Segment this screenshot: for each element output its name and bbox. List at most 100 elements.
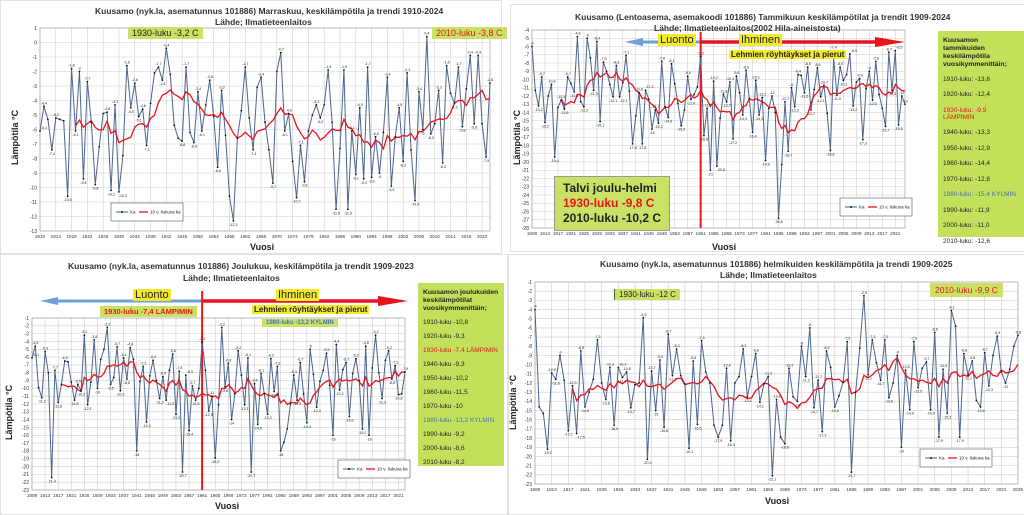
data-point (693, 93, 696, 96)
data-label: -16,6 (610, 427, 618, 431)
data-label: -16,4 (748, 134, 756, 138)
data-point (217, 403, 220, 406)
data-point (542, 412, 545, 415)
data-point (414, 199, 416, 202)
data-label: -7,7 (52, 365, 58, 369)
data-point (132, 358, 135, 361)
data-point (119, 389, 122, 392)
data-label: -7,4 (831, 45, 837, 49)
data-label: -6,1 (349, 126, 355, 130)
data-label: -20,5 (717, 168, 725, 172)
data-point (358, 106, 361, 109)
data-label: -10,3 (116, 393, 124, 397)
x-tick-label: 2006 (414, 234, 425, 239)
data-point (871, 338, 874, 341)
decade-item: 1970-luku: -12,8 (943, 175, 990, 183)
data-label: -18 (278, 453, 283, 457)
y-tick-label: -17 (522, 135, 529, 141)
data-point (596, 338, 599, 341)
chart3-human-label: Ihminen (276, 289, 320, 301)
data-point (904, 369, 907, 372)
data-point (741, 114, 744, 116)
data-point (256, 423, 259, 426)
plot-area (31, 317, 406, 491)
y-tick-label: -1 (33, 55, 38, 61)
data-point (76, 383, 79, 386)
data-point (220, 326, 223, 329)
chart1-title: Kuusamo (nyk.la, asematunnus 101886) Mar… (95, 6, 444, 16)
data-point (145, 421, 148, 423)
decade-item: 2010-luku: -12,6 (943, 237, 990, 245)
y-tick-label: -5 (25, 347, 30, 353)
data-label: -10,8 (623, 367, 631, 371)
data-point (709, 169, 712, 172)
y-tick-label: -12 (522, 94, 529, 100)
data-point (311, 114, 314, 116)
data-label: -8,3 (291, 370, 297, 374)
x-tick-label: 1949 (158, 493, 169, 498)
data-point (224, 134, 227, 137)
y-tick-label: -16 (22, 433, 29, 439)
chart3-cause-note: Lehmien röyhtäykset ja pierut (252, 305, 370, 314)
moving-average-line (61, 361, 406, 406)
x-tick-label: 2021 (890, 231, 901, 236)
data-point (621, 376, 624, 379)
data-label: -4,5 (128, 110, 134, 114)
data-label: -8,8 (389, 381, 395, 385)
y-tick-label: -19 (525, 445, 532, 451)
data-label: -0,9 (467, 51, 473, 55)
data-label: -10,4 (270, 393, 278, 397)
data-point (917, 386, 919, 389)
data-point (717, 436, 720, 439)
data-point (232, 219, 235, 222)
data-point (98, 146, 101, 148)
data-label: -13,3 (263, 416, 271, 420)
data-label: -10,5 (939, 364, 947, 368)
data-point (271, 182, 274, 185)
data-label: -1,7 (455, 62, 461, 66)
data-point (139, 380, 141, 383)
x-tick-label: 1926 (98, 234, 109, 239)
data-point (638, 91, 640, 94)
data-point (86, 80, 89, 83)
decade-list-header: Kuusamon joulukuiden keskilämpötilat vuo… (423, 289, 499, 313)
data-label: -9,5 (107, 386, 113, 390)
data-point (325, 352, 328, 355)
legend-ka-marker (348, 468, 350, 470)
x-tick-label: 2021 (996, 487, 1007, 492)
y-tick-label: -17 (22, 441, 29, 447)
data-point (888, 396, 890, 399)
data-point (106, 326, 109, 329)
data-label: -17,8 (628, 146, 636, 150)
data-point (673, 82, 676, 85)
data-point (142, 365, 145, 368)
data-point (402, 160, 405, 163)
chart3-title: Kuusamo (nyk.la, asematunnus 101886) Jou… (68, 261, 414, 271)
y-tick-label: -6 (525, 44, 530, 50)
data-point (983, 351, 986, 354)
human-arrow (700, 37, 905, 47)
data-label: -10,6 (901, 365, 909, 369)
x-tick-label: 1925 (579, 231, 590, 236)
data-point (605, 70, 608, 73)
data-point (547, 95, 550, 97)
data-label: -11,8 (54, 404, 62, 408)
y-tick-label: -24 (522, 193, 529, 199)
data-point (703, 134, 705, 137)
data-point (833, 405, 836, 408)
x-tick-label: 1942 (161, 234, 172, 239)
data-point (279, 450, 282, 452)
data-label: -7,1 (297, 140, 303, 144)
data-point (366, 66, 369, 69)
data-label: -6,2 (353, 354, 359, 358)
data-label: -17,9 (956, 439, 964, 443)
data-point (224, 385, 226, 388)
data-label: -6,1 (121, 353, 127, 357)
data-label: -9,4 (251, 379, 257, 383)
y-tick-label: -8 (33, 156, 38, 162)
data-label: -16 (649, 131, 654, 135)
x-tick-label: 1974 (288, 234, 299, 239)
chart1-y-label: Lämpötila °C (10, 109, 20, 165)
data-label: -16,8 (700, 138, 708, 142)
